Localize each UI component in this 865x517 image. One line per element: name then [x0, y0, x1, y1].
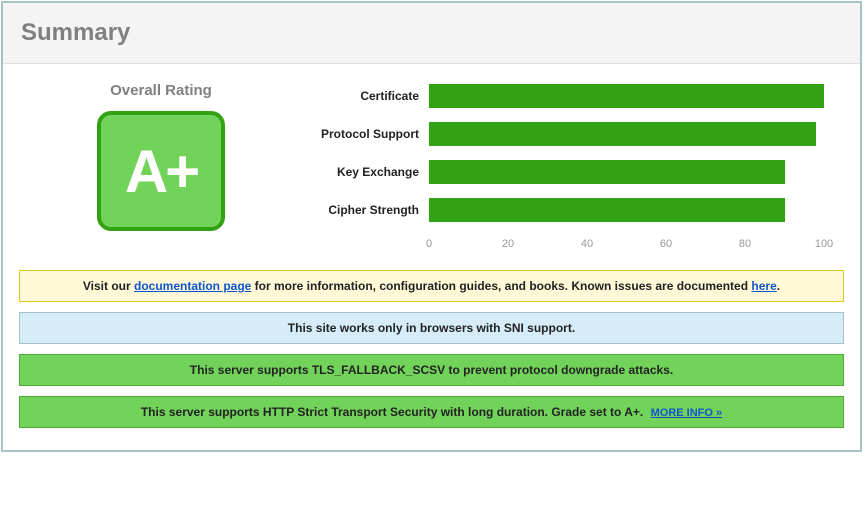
chart-tick: 40: [581, 238, 593, 250]
chart-tick: 20: [502, 238, 514, 250]
rating-label: Overall Rating: [21, 82, 301, 99]
top-row: Overall Rating A+ Certificate Protocol Su…: [13, 80, 850, 270]
card-header: Summary: [3, 3, 860, 64]
chart-tick: 60: [660, 238, 672, 250]
grade-text: A+: [125, 137, 197, 206]
chart-row-label: Cipher Strength: [301, 203, 429, 217]
rating-column: Overall Rating A+: [21, 80, 301, 231]
notice-link[interactable]: documentation page: [134, 279, 251, 293]
chart-tick: 100: [815, 238, 833, 250]
notice-green: This server supports TLS_FALLBACK_SCSV t…: [19, 354, 844, 386]
card-title: Summary: [21, 19, 842, 47]
chart-row: Certificate: [301, 84, 824, 108]
chart-tick: 80: [739, 238, 751, 250]
chart-track: [429, 198, 824, 222]
notice-yellow: Visit our documentation page for more in…: [19, 270, 844, 302]
chart-bar: [429, 198, 785, 222]
chart-row: Cipher Strength: [301, 198, 824, 222]
chart-track: [429, 160, 824, 184]
chart-row-label: Protocol Support: [301, 127, 429, 141]
chart-row-label: Certificate: [301, 89, 429, 103]
notice-link[interactable]: here: [751, 279, 776, 293]
chart-bar: [429, 122, 816, 146]
chart-column: Certificate Protocol Support Key Exchange C…: [301, 80, 842, 254]
chart-axis: 020406080100: [429, 236, 824, 254]
notice-blue: This site works only in browsers with SN…: [19, 312, 844, 344]
chart-bar: [429, 84, 824, 108]
notices: Visit our documentation page for more in…: [13, 270, 850, 428]
chart-tick: 0: [426, 238, 432, 250]
notice-text: for more information, configuration guid…: [251, 279, 751, 293]
notice-text: .: [777, 279, 780, 293]
chart-row-label: Key Exchange: [301, 165, 429, 179]
chart-row: Key Exchange: [301, 160, 824, 184]
notice-text: Visit our: [83, 279, 134, 293]
more-info-link[interactable]: MORE INFO »: [651, 407, 723, 419]
notice-green: This server supports HTTP Strict Transpo…: [19, 396, 844, 428]
summary-card: Summary Overall Rating A+ Certificate Pro…: [1, 1, 862, 452]
chart-track: [429, 84, 824, 108]
notice-text: This site works only in browsers with SN…: [288, 321, 575, 335]
chart-track: [429, 122, 824, 146]
grade-badge: A+: [97, 111, 225, 231]
card-body: Overall Rating A+ Certificate Protocol Su…: [3, 64, 860, 450]
bar-chart: Certificate Protocol Support Key Exchange C…: [301, 84, 824, 254]
notice-text: This server supports HTTP Strict Transpo…: [141, 405, 643, 419]
chart-row: Protocol Support: [301, 122, 824, 146]
notice-text: This server supports TLS_FALLBACK_SCSV t…: [190, 363, 673, 377]
chart-bar: [429, 160, 785, 184]
